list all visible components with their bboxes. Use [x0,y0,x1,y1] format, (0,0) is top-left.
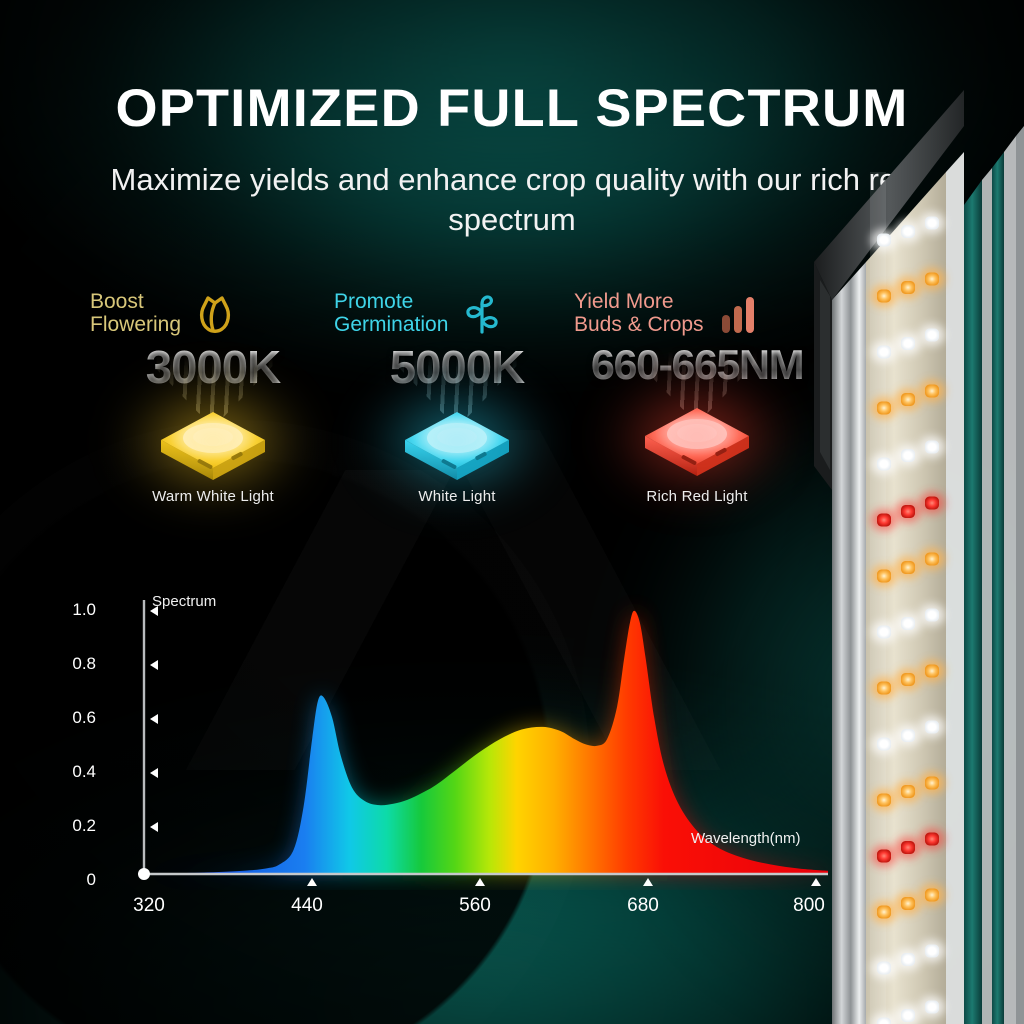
led-diode-white [901,729,915,742]
led-diode-white [925,1000,939,1014]
led-diode-red [901,505,915,518]
led-diode-warm-white [925,552,939,566]
led-diode-white [925,440,939,454]
x-tick-marks [307,878,821,886]
led-diode-white [877,233,891,247]
x-tick-label: 560 [459,895,491,916]
led-diode-white [877,1017,891,1024]
led-diode-warm-white [877,793,891,807]
led-diode-red [925,496,939,510]
led-diode-warm-white [877,905,891,919]
led-diode-white [925,608,939,622]
chip-halo [118,376,308,506]
y-tick-label: 0.8 [72,654,96,673]
led-diode-warm-white [925,272,939,286]
x-axis-label: Wavelength(nm) [691,830,801,847]
feature-promote-germination: Promote Germination 5000K [322,286,592,516]
y-tick-label: 0.6 [72,708,96,727]
y-tick-label: 1.0 [72,600,96,619]
led-diode-white [901,1009,915,1022]
led-diode-white [901,225,915,238]
led-diode-warm-white [877,569,891,583]
led-diode-red [877,849,891,863]
led-diode-warm-white [901,673,915,686]
led-diode-warm-white [925,888,939,902]
feature-header: Boost Flowering [78,286,348,342]
x-tick-label: 800 [793,895,825,916]
feature-boost-flowering: Boost Flowering 3000K [78,286,348,516]
tulip-icon [191,291,239,337]
led-diode-warm-white [877,681,891,695]
feature-title: Promote Germination [334,290,449,336]
feature-callouts: Boost Flowering 3000K [0,286,830,516]
led-chip-wrap [78,350,348,506]
chip-halo [362,376,552,506]
led-diodes [871,212,945,1024]
origin-dot [138,868,150,880]
feature-header: Yield More Buds & Crops [562,286,832,342]
y-axis-label: Spectrum [152,593,217,610]
led-diode-white [877,961,891,975]
led-diode-red [901,841,915,854]
led-grow-light-bar [814,0,1024,1024]
led-chip-3000k [118,376,308,506]
feature-title: Boost Flowering [90,290,182,336]
sprout-icon [458,291,506,337]
spectrum-plot [138,600,828,886]
led-diode-white [925,216,939,230]
led-diode-warm-white [901,785,915,798]
page-subtitle: Maximize yields and enhance crop quality… [110,162,914,237]
led-diode-white [877,625,891,639]
led-chip-660nm [602,372,792,502]
led-chip-wrap [322,350,592,506]
led-diode-warm-white [925,384,939,398]
chip-halo [602,372,792,502]
led-diode-warm-white [877,401,891,415]
led-diode-warm-white [877,289,891,303]
x-tick-label: 440 [291,895,323,916]
led-diode-white [901,449,915,462]
feature-caption: Rich Red Light [646,488,748,505]
led-diode-white [925,944,939,958]
led-diode-warm-white [901,561,915,574]
bar-chart-icon [714,291,762,337]
led-diode-white [877,737,891,751]
led-diode-white [877,457,891,471]
led-diode-red [877,513,891,527]
panel-top-bracket [814,90,964,300]
y-tick-label: 0.4 [72,762,96,781]
led-chip-wrap [562,346,832,502]
page-title: OPTIMIZED FULL SPECTRUM [115,79,909,138]
feature-caption: Warm White Light [152,488,274,505]
led-diode-warm-white [901,393,915,406]
led-diode-white [901,337,915,350]
feature-header: Promote Germination [322,286,592,342]
led-diode-white [901,953,915,966]
led-diode-warm-white [925,776,939,790]
led-diode-white [901,617,915,630]
feature-caption: White Light [418,488,496,505]
y-tick-label: 0.2 [72,816,96,835]
feature-title: Yield More Buds & Crops [574,290,704,336]
y-tick-marks [150,606,158,832]
led-diode-warm-white [901,897,915,910]
led-diode-white [925,720,939,734]
x-tick-label: 680 [627,895,659,916]
feature-yield-more-buds: Yield More Buds & Crops 660-665NM [562,286,832,516]
led-diode-warm-white [925,664,939,678]
led-diode-red [925,832,939,846]
spectrum-chart: Spectrum Wavelength(nm) 1.0 0.8 0.6 0.4 … [72,590,836,916]
panel-side-rail [832,262,866,1024]
led-diode-white [925,328,939,342]
y-tick-label: 0 [86,870,96,889]
led-diode-warm-white [901,281,915,294]
led-diode-white [877,345,891,359]
led-chip-5000k [362,376,552,506]
panel-rail-green [964,180,982,1024]
x-tick-label: 320 [133,895,165,916]
